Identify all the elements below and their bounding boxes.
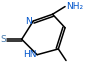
Text: S: S — [1, 35, 6, 44]
Text: NH₂: NH₂ — [66, 2, 83, 11]
Text: N: N — [26, 16, 32, 25]
Text: HN: HN — [23, 50, 36, 59]
